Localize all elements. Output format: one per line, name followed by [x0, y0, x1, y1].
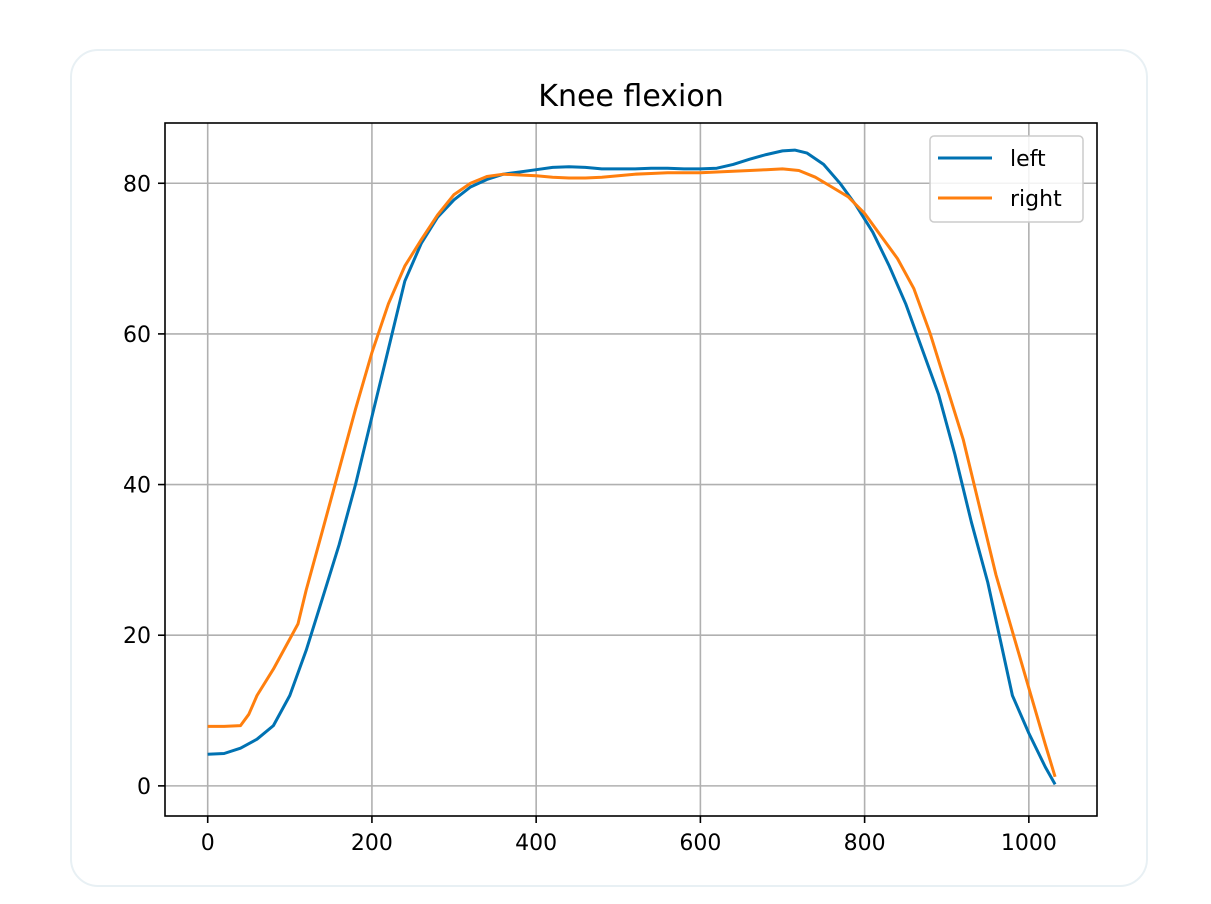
x-tick-label: 400	[515, 831, 557, 856]
x-tick-label: 0	[201, 831, 215, 856]
x-tick-label: 1000	[1001, 831, 1057, 856]
series-line-right	[207, 167, 1057, 778]
x-tick-label: 600	[679, 831, 721, 856]
legend-label-right: right	[1010, 187, 1062, 212]
y-tick-label: 20	[123, 624, 151, 649]
y-tick-label: 80	[123, 172, 151, 197]
series-line-left	[207, 148, 1057, 786]
x-tick-label: 200	[351, 831, 393, 856]
y-tick-label: 0	[137, 775, 151, 800]
x-tick-label: 800	[844, 831, 886, 856]
grid-layer	[165, 123, 1097, 816]
legend: left right	[929, 135, 1084, 223]
plot-background	[165, 123, 1097, 816]
ticks-layer: 0 200 400 600 800 1000 0 20 40 60 80	[123, 172, 1057, 856]
chart-title: Knee flexion	[538, 79, 723, 114]
series-layer	[207, 148, 1057, 786]
y-tick-label: 40	[123, 474, 151, 499]
plot-frame	[164, 122, 1098, 817]
legend-label-left: left	[1010, 147, 1046, 172]
y-tick-label: 60	[123, 323, 151, 348]
